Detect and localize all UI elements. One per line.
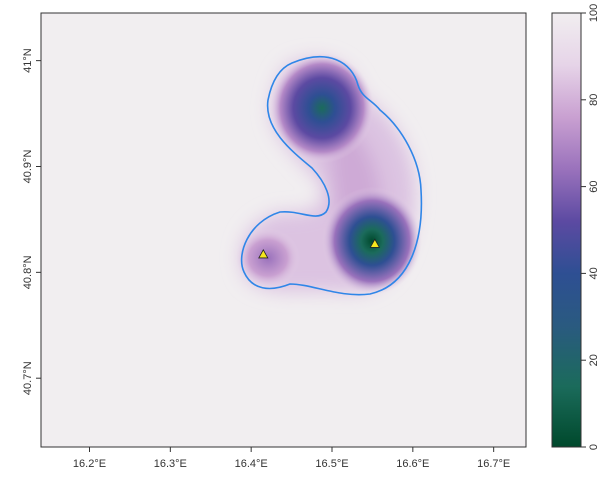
legend-tick-label: 20: [588, 354, 600, 366]
x-tick-label: 16.6°E: [396, 458, 429, 470]
legend-tick-label: 80: [588, 94, 600, 106]
y-tick-label: 40.8°N: [22, 255, 34, 289]
density-surface: [236, 53, 422, 295]
map-point-marker: [369, 238, 381, 248]
map-panel: 16.2°E 16.3°E 16.4°E 16.5°E 16.6°E 16.7°E 40.…: [22, 12, 527, 470]
legend-colorbar: [551, 12, 582, 448]
color-legend: 0 20 40 60 80 100: [551, 4, 600, 450]
map-frame: [40, 12, 527, 448]
x-axis: 16.2°E 16.3°E 16.4°E 16.5°E 16.6°E 16.7°E: [73, 447, 510, 470]
x-tick-label: 16.4°E: [235, 458, 268, 470]
density-contour-line: [240, 55, 423, 296]
y-axis: 40.7°N 40.8°N 40.9°N 41°N: [22, 48, 41, 395]
map-point-marker: [258, 249, 269, 259]
legend-tick-label: 100: [588, 4, 600, 22]
y-tick-label: 41°N: [22, 48, 34, 73]
y-tick-label: 40.9°N: [22, 150, 34, 184]
legend-tick-label: 0: [588, 444, 600, 450]
x-tick-label: 16.5°E: [315, 458, 348, 470]
density-peak-south: [322, 187, 422, 295]
density-peak-north: [270, 53, 374, 163]
x-tick-label: 16.2°E: [73, 458, 106, 470]
x-tick-label: 16.7°E: [477, 458, 510, 470]
legend-axis: 0 20 40 60 80 100: [581, 4, 600, 450]
legend-tick-label: 40: [588, 267, 600, 279]
legend-tick-label: 60: [588, 180, 600, 192]
y-tick-label: 40.7°N: [22, 361, 34, 395]
points-layer: [258, 238, 381, 259]
x-tick-label: 16.3°E: [154, 458, 187, 470]
